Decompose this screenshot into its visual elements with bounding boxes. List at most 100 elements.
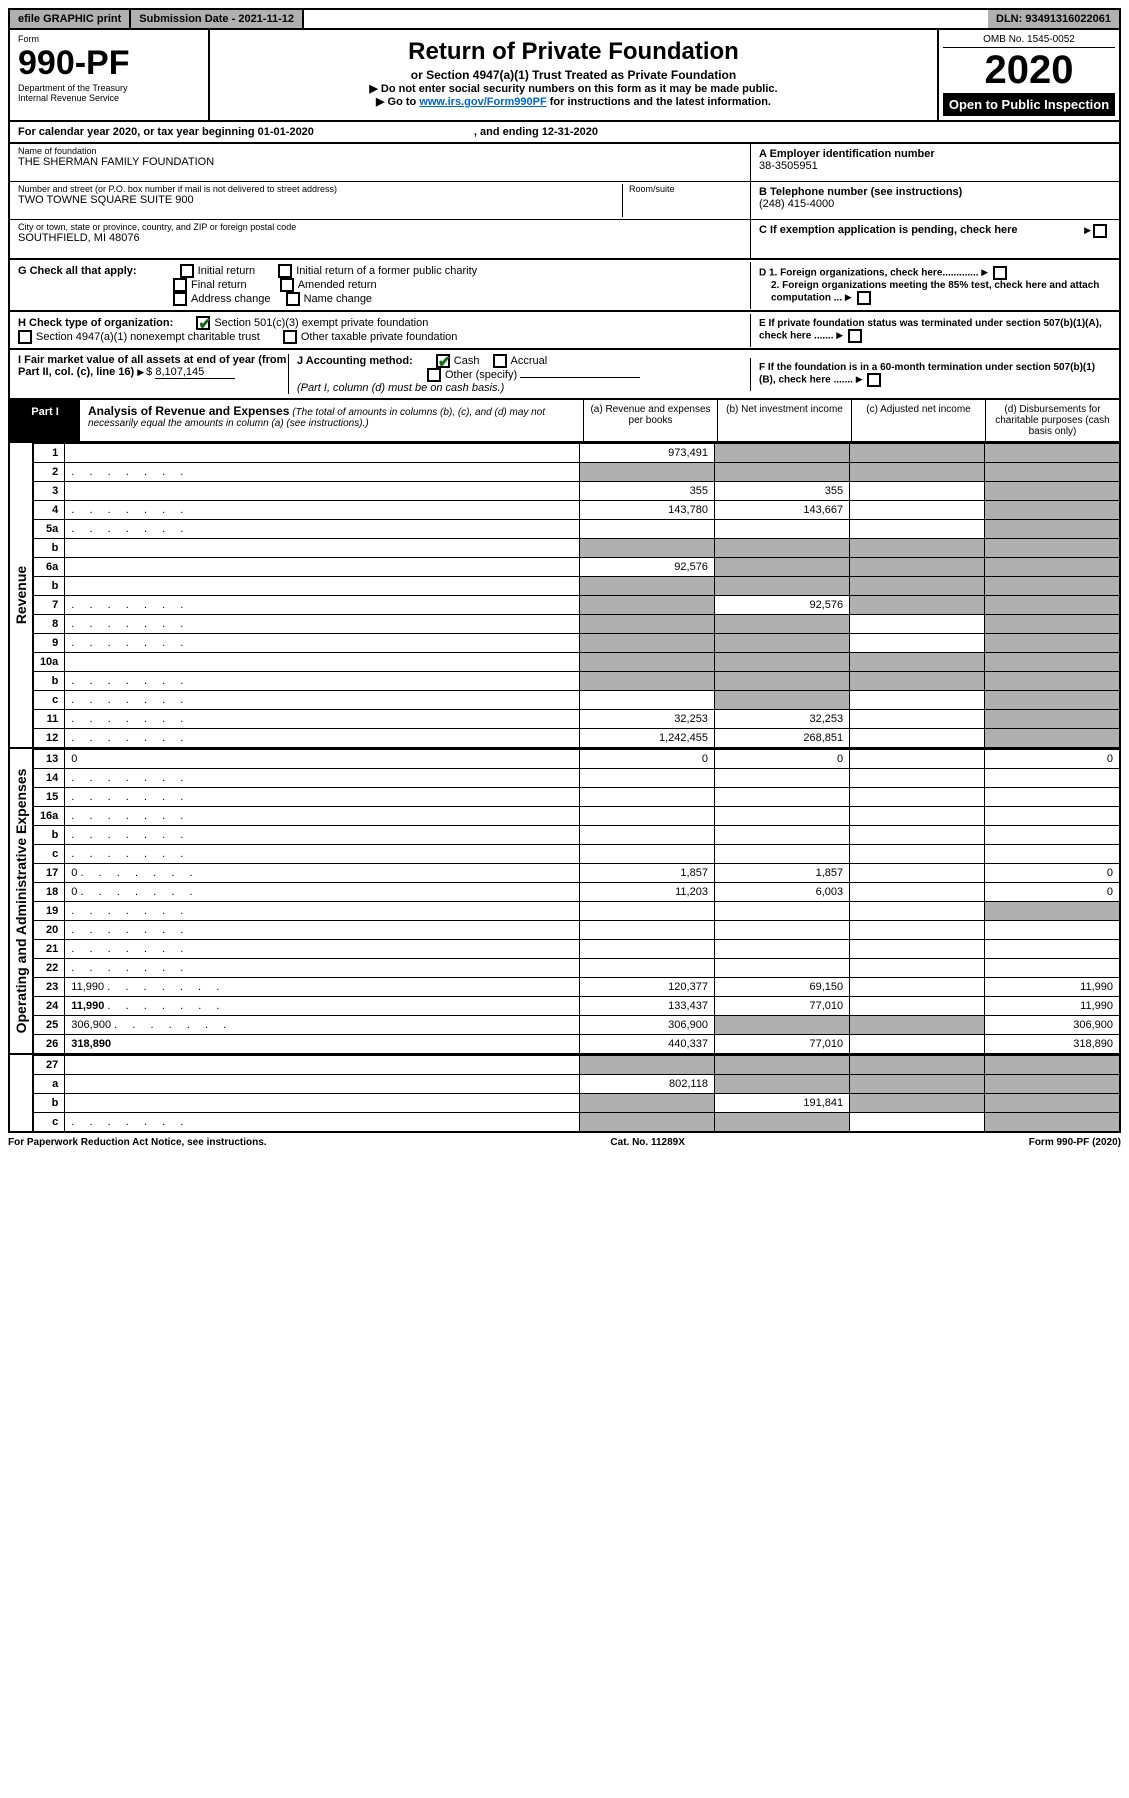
col-b-header: (b) Net investment income — [717, 400, 851, 441]
col-a-value — [579, 1113, 714, 1133]
col-c-value — [850, 558, 985, 577]
j-cash-checkbox[interactable] — [436, 354, 450, 368]
col-b-value: 92,576 — [714, 596, 849, 615]
col-a-value — [579, 615, 714, 634]
col-c-value — [850, 463, 985, 482]
line-desc — [65, 1094, 579, 1113]
table-row: 2411,990 . . . . . . .133,43777,01011,99… — [33, 997, 1120, 1016]
col-c-value — [850, 653, 985, 672]
table-row: 12 . . . . . . .1,242,455268,851 — [33, 729, 1120, 749]
line-desc: 318,890 — [65, 1035, 579, 1055]
col-c-value — [850, 864, 985, 883]
line-desc: 0 . . . . . . . — [65, 883, 579, 902]
col-b-value — [714, 769, 849, 788]
col-c-value — [850, 1113, 985, 1133]
line-desc: . . . . . . . — [65, 691, 579, 710]
col-d-value — [985, 826, 1120, 845]
g-address-checkbox[interactable] — [173, 292, 187, 306]
f-checkbox[interactable] — [867, 373, 881, 387]
revenue-side-label: Revenue — [8, 443, 32, 749]
line-number: b — [33, 672, 65, 691]
col-d-value — [985, 539, 1120, 558]
table-row: 14 . . . . . . . — [33, 769, 1120, 788]
part1-header: Part I Analysis of Revenue and Expenses … — [8, 400, 1121, 443]
col-b-value — [714, 845, 849, 864]
arrow-icon — [981, 267, 990, 278]
col-d-value: 11,990 — [985, 997, 1120, 1016]
table-row: 5a . . . . . . . — [33, 520, 1120, 539]
col-c-value — [850, 826, 985, 845]
line-desc — [65, 1075, 579, 1094]
revenue-table: 1973,4912 . . . . . . .33553554 . . . . … — [32, 443, 1121, 749]
d2-checkbox[interactable] — [857, 291, 871, 305]
ssn-warning: ▶ Do not enter social security numbers o… — [216, 82, 931, 95]
col-d-value — [985, 615, 1120, 634]
col-b-value — [714, 672, 849, 691]
col-c-value — [850, 615, 985, 634]
col-d-value — [985, 691, 1120, 710]
h-501c3-checkbox[interactable] — [196, 316, 210, 330]
h-other-checkbox[interactable] — [283, 330, 297, 344]
j-accrual-checkbox[interactable] — [493, 354, 507, 368]
g-amended-checkbox[interactable] — [280, 278, 294, 292]
line-number: 6a — [33, 558, 65, 577]
col-c-value — [850, 672, 985, 691]
col-c-value — [850, 1094, 985, 1113]
tel: (248) 415-4000 — [759, 198, 1111, 210]
open-inspection: Open to Public Inspection — [943, 93, 1115, 116]
goto-link-line: ▶ Go to www.irs.gov/Form990PF for instru… — [216, 95, 931, 108]
table-row: b191,841 — [33, 1094, 1120, 1113]
table-row: a802,118 — [33, 1075, 1120, 1094]
table-row: 8 . . . . . . . — [33, 615, 1120, 634]
expenses-table: 13000014 . . . . . . .15 . . . . . . .16… — [32, 749, 1121, 1055]
line-desc: . . . . . . . — [65, 921, 579, 940]
col-b-value — [714, 615, 849, 634]
col-b-value: 77,010 — [714, 1035, 849, 1055]
col-a-value — [579, 940, 714, 959]
j-other-checkbox[interactable] — [427, 368, 441, 382]
table-row: 4 . . . . . . .143,780143,667 — [33, 501, 1120, 520]
col-b-value: 32,253 — [714, 710, 849, 729]
form-header: Form 990-PF Department of the Treasury I… — [8, 30, 1121, 122]
col-b-value — [714, 577, 849, 596]
omb-number: OMB No. 1545-0052 — [943, 34, 1115, 48]
line-number: 7 — [33, 596, 65, 615]
line-desc: 0 . . . . . . . — [65, 864, 579, 883]
col-d-value: 0 — [985, 883, 1120, 902]
col-a-value — [579, 539, 714, 558]
col-d-value — [985, 634, 1120, 653]
col-c-value — [850, 883, 985, 902]
line-desc: 11,990 . . . . . . . — [65, 997, 579, 1016]
col-c-value — [850, 1056, 985, 1075]
line-desc: . . . . . . . — [65, 940, 579, 959]
col-b-value — [714, 539, 849, 558]
table-row: 21 . . . . . . . — [33, 940, 1120, 959]
h-4947-checkbox[interactable] — [18, 330, 32, 344]
c-checkbox[interactable] — [1093, 224, 1107, 238]
col-d-value — [985, 558, 1120, 577]
foundation-name-label: Name of foundation — [18, 146, 742, 156]
col-a-value: 355 — [579, 482, 714, 501]
col-d-value: 11,990 — [985, 978, 1120, 997]
d1-checkbox[interactable] — [993, 266, 1007, 280]
arrow-icon — [845, 292, 854, 303]
table-row: c . . . . . . . — [33, 1113, 1120, 1133]
col-a-value: 306,900 — [579, 1016, 714, 1035]
paperwork-notice: For Paperwork Reduction Act Notice, see … — [8, 1137, 267, 1148]
g-name-checkbox[interactable] — [286, 292, 300, 306]
g-final-checkbox[interactable] — [173, 278, 187, 292]
col-d-value: 0 — [985, 864, 1120, 883]
g-initial-checkbox[interactable] — [180, 264, 194, 278]
col-c-value — [850, 710, 985, 729]
g-initial-former-checkbox[interactable] — [278, 264, 292, 278]
e-checkbox[interactable] — [848, 329, 862, 343]
line-desc — [65, 558, 579, 577]
col-d-value — [985, 921, 1120, 940]
irs-link[interactable]: www.irs.gov/Form990PF — [419, 96, 546, 108]
col-b-value — [714, 921, 849, 940]
i-value: 8,107,145 — [155, 366, 235, 379]
col-d-value — [985, 463, 1120, 482]
line-number: 1 — [33, 444, 65, 463]
col-b-value — [714, 1113, 849, 1133]
col-a-value: 440,337 — [579, 1035, 714, 1055]
